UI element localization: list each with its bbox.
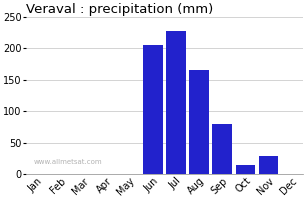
Text: www.allmetsat.com: www.allmetsat.com [34, 159, 103, 165]
Bar [259, 156, 278, 174]
Bar [212, 124, 232, 174]
Bar [143, 45, 163, 174]
Bar [166, 31, 186, 174]
Bar [189, 70, 209, 174]
Text: Veraval : precipitation (mm): Veraval : precipitation (mm) [26, 3, 213, 16]
Bar [236, 165, 255, 174]
